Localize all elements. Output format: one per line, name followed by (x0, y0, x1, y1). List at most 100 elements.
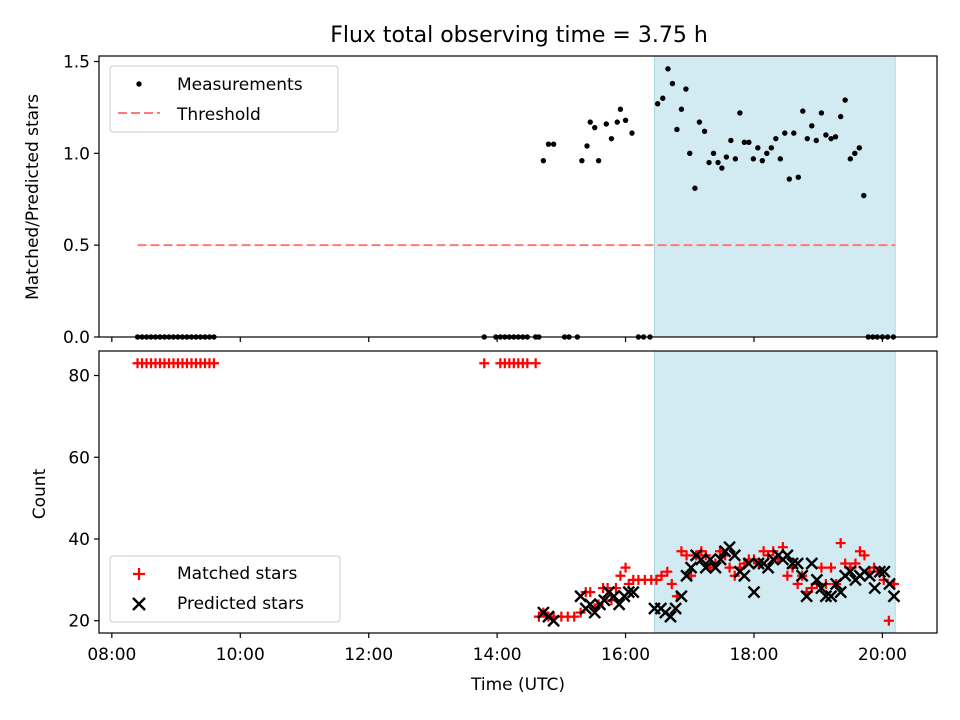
measurement-point (832, 134, 839, 140)
measurement-point (660, 95, 666, 101)
matched-star-point (681, 550, 692, 561)
predicted-star-point (622, 585, 636, 599)
measurement-point (540, 157, 547, 164)
predicted-star-point (800, 589, 813, 603)
matched-star-point (816, 562, 827, 573)
predicted-star-point (547, 614, 560, 628)
top-y-tick-label: 1.0 (63, 144, 90, 164)
top-y-axis-label: Matched/Predicted stars (23, 94, 43, 300)
measurement-point (595, 157, 602, 164)
predicted-star-point (709, 561, 722, 574)
measurement-point (768, 145, 775, 151)
x-tick-label: 18:00 (729, 645, 778, 665)
top-shaded-region (654, 56, 896, 337)
predicted-star-point (883, 577, 896, 591)
matched-star-point (782, 570, 793, 581)
bottom-y-tick-label: 20 (68, 612, 90, 632)
measurement-point (629, 130, 635, 136)
top-y-ticks: 0.0 0.5 1.0 1.5 (63, 53, 99, 348)
measurement-point (847, 156, 854, 162)
predicted-star-point (723, 540, 736, 554)
predicted-star-point (747, 585, 761, 599)
measurement-point (809, 123, 815, 129)
top-x-ticks (111, 337, 884, 342)
matched-star-point (859, 550, 870, 561)
matched-star-point (676, 546, 687, 557)
measurement-point (674, 126, 680, 133)
bottom-x-ticks: 08:00 10:00 12:00 14:00 16:00 18:00 20:00 (87, 633, 907, 665)
bottom-y-tick-label: 80 (68, 367, 90, 387)
predicted-star-point (877, 565, 891, 579)
matched-star-point (479, 358, 490, 369)
top-legend-box (109, 65, 339, 133)
predicted-star-point (728, 548, 742, 562)
predicted-star-point (669, 602, 682, 615)
measurement-point (791, 130, 797, 136)
measurement-point (669, 80, 676, 87)
matched-star-point (585, 587, 596, 598)
bottom-legend-box (109, 555, 341, 623)
matched-star-point (826, 562, 837, 573)
legend-matched-label: Matched stars (177, 564, 297, 584)
predicted-star-point (742, 557, 756, 570)
measurement-point (737, 110, 743, 116)
predicted-star-point (612, 598, 626, 611)
measurement-point (746, 139, 752, 146)
predicted-star-point (887, 589, 901, 603)
matched-star-point (662, 566, 673, 577)
bottom-shaded-region (654, 351, 896, 633)
measurement-point (861, 192, 867, 199)
predicted-star-point (714, 553, 727, 566)
top-legend: Measurements Threshold (109, 65, 339, 133)
measurement-point (654, 101, 661, 107)
top-y-tick-label: 0.5 (63, 236, 90, 256)
bottom-y-ticks: 20 40 60 80 (68, 367, 99, 632)
predicted-star-point (781, 548, 794, 562)
x-tick-label: 16:00 (601, 645, 650, 665)
measurement-point (683, 86, 689, 92)
predicted-star-point (873, 565, 887, 579)
bottom-legend: Matched stars Predicted stars (109, 555, 341, 623)
measurement-point (617, 106, 624, 112)
predicted-star-point (664, 610, 677, 624)
measurement-point (795, 174, 801, 180)
measurement-point (723, 154, 730, 160)
measurement-point (828, 135, 834, 142)
predicted-star-point (843, 565, 857, 579)
measurement-point (608, 135, 615, 142)
legend-threshold-label: Threshold (176, 105, 261, 125)
predicted-star-point (834, 585, 848, 599)
measurement-point (603, 121, 609, 127)
measurement-point (782, 130, 788, 136)
measurement-point (837, 113, 844, 120)
x-tick-label: 14:00 (473, 645, 522, 665)
measurement-point (750, 156, 757, 162)
predicted-star-point (752, 557, 765, 570)
measurement-point (818, 110, 825, 116)
matched-star-point (714, 546, 725, 557)
top-panel: 0.0 0.5 1.0 1.5 Matched/Predicted stars Mea… (23, 53, 938, 348)
legend-predicted-marker (132, 597, 146, 611)
matched-star-point (656, 570, 667, 581)
predicted-star-point (607, 589, 621, 603)
predicted-star-point (680, 569, 693, 583)
x-tick-label: 20:00 (858, 645, 907, 665)
measurement-point (823, 132, 829, 138)
predicted-star-point (583, 598, 597, 611)
matched-star-point (835, 538, 846, 549)
predicted-star-point (598, 593, 611, 607)
legend-measurements-marker (136, 81, 142, 87)
matched-star-point (620, 562, 631, 573)
measurement-point (687, 150, 693, 157)
measurement-point (622, 117, 629, 123)
measurement-point (665, 66, 671, 72)
measurement-point (678, 106, 685, 112)
measurement-point (764, 150, 770, 157)
predicted-star-point (675, 589, 688, 603)
measurement-point (701, 128, 708, 135)
measurement-point (852, 150, 858, 157)
measurement-point (786, 176, 793, 182)
bottom-y-axis-label: Count (30, 468, 50, 519)
predicted-star-point (791, 557, 805, 570)
